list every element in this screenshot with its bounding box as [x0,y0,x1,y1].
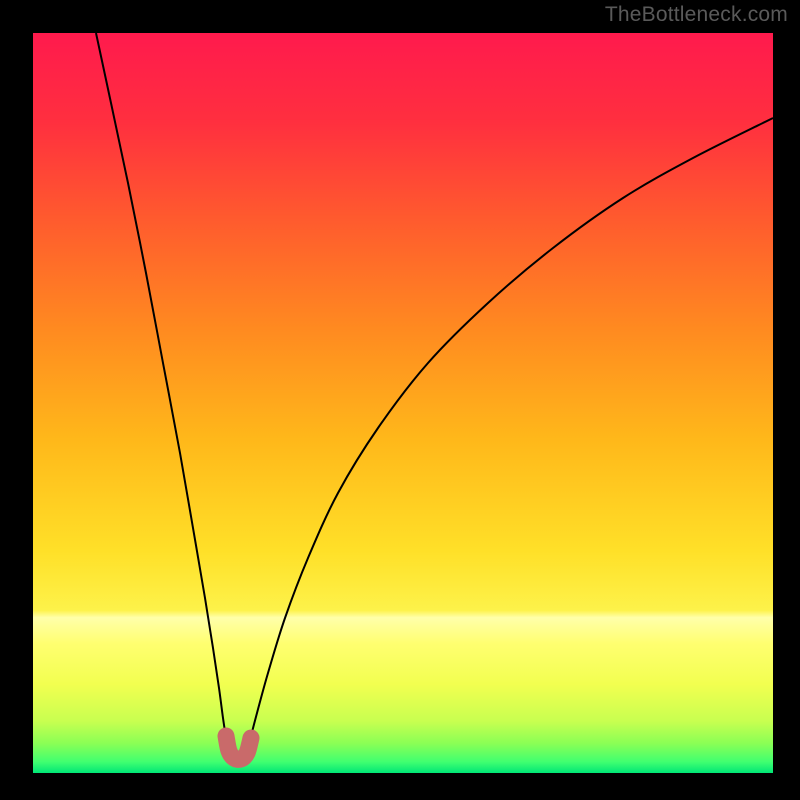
watermark-text: TheBottleneck.com [605,3,788,27]
right-curve [251,118,773,736]
left-curve [96,33,226,738]
curves-overlay [33,33,773,773]
plot-area [33,33,773,773]
dip-marker [226,736,251,759]
